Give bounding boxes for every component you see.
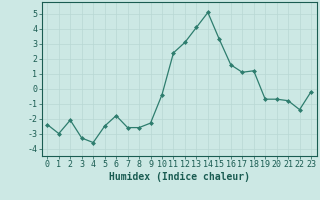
X-axis label: Humidex (Indice chaleur): Humidex (Indice chaleur) <box>109 172 250 182</box>
